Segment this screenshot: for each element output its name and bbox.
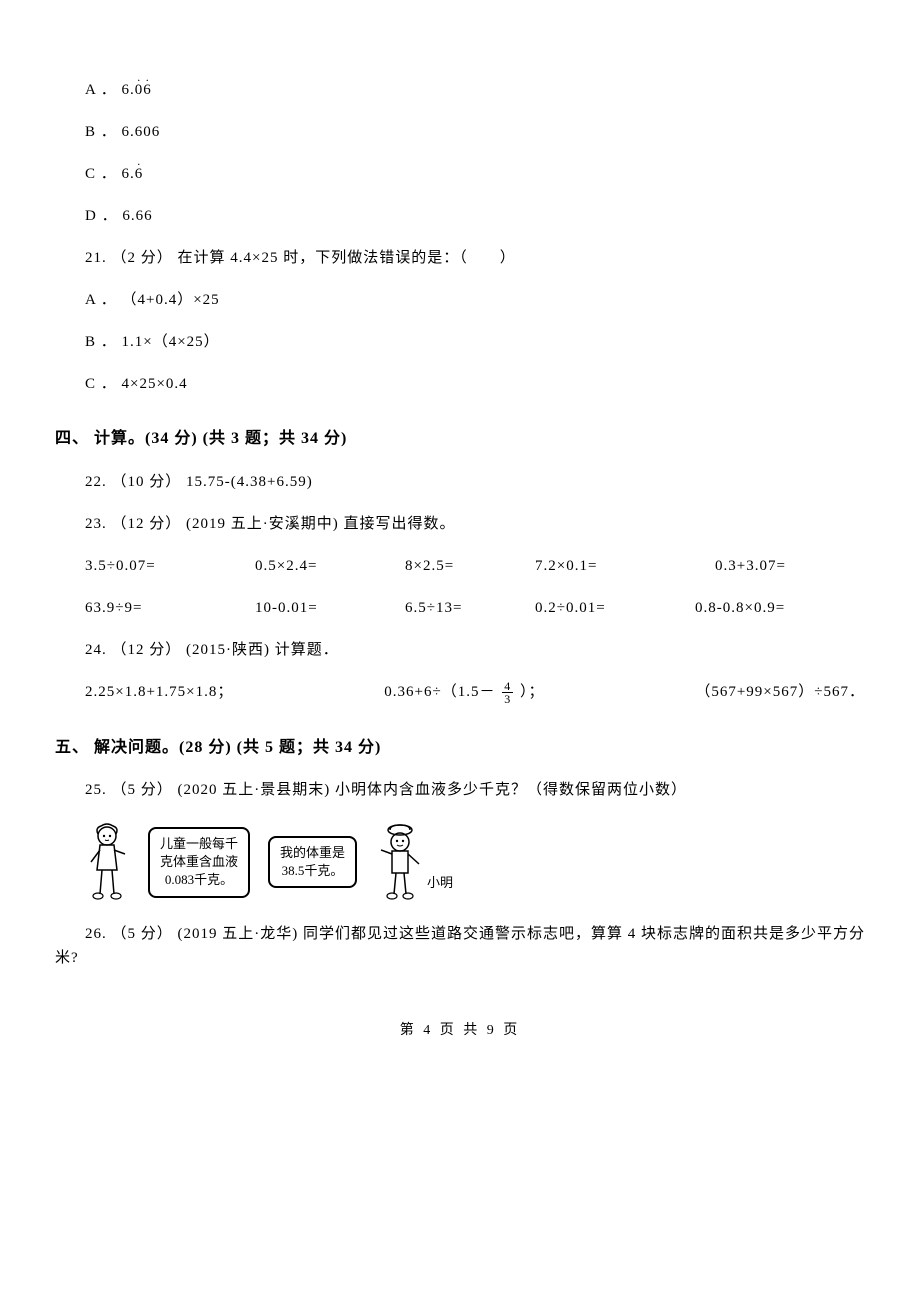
- question-23: 23. （12 分） (2019 五上·安溪期中) 直接写出得数。: [85, 512, 865, 536]
- calc-row-2: 63.9÷9= 10-0.01= 6.5÷13= 0.2÷0.01= 0.8-0…: [85, 596, 865, 620]
- speech-bubble-1: 儿童一般每千 克体重含血液 0.083千克。: [148, 827, 250, 898]
- calc-r1-c1: 3.5÷0.07=: [85, 554, 255, 578]
- question-26: 26. （5 分） (2019 五上·龙华) 同学们都见过这些道路交通警示标志吧…: [55, 922, 865, 970]
- boy-figure-icon: 小明: [375, 822, 425, 902]
- calc-r1-c5: 0.3+3.07=: [715, 554, 786, 578]
- section-4-title-text: 四、 计算。(34 分) (共 3 题；共 34 分): [55, 430, 347, 447]
- illustration-row: 儿童一般每千 克体重含血液 0.083千克。 我的体重是 38.5千克。 小明: [85, 822, 865, 902]
- speech1-line2: 克体重含血液: [160, 853, 238, 871]
- boy-label: 小明: [427, 873, 453, 894]
- calc-r3-c3: （567+99×567）÷567．: [695, 680, 865, 705]
- speech2-line2: 38.5千克。: [280, 862, 345, 880]
- option-b-text: B ． 6.606: [85, 124, 160, 140]
- question-26-text: 26. （5 分） (2019 五上·龙华) 同学们都见过这些道路交通警示标志吧…: [55, 926, 865, 966]
- question-21-text: 21. （2 分） 在计算 4.4×25 时，下列做法错误的是：（ ）: [85, 250, 516, 266]
- speech1-line3: 0.083千克。: [160, 871, 238, 889]
- question-24-text: 24. （12 分） (2015·陕西) 计算题．: [85, 642, 339, 658]
- calc-r1-c3: 8×2.5=: [405, 554, 535, 578]
- calc-r3-c2-post: ）；: [515, 684, 544, 700]
- calc-r2-c3: 6.5÷13=: [405, 596, 535, 620]
- calc-r2-c4: 0.2÷0.01=: [535, 596, 695, 620]
- frac-num: 4: [502, 680, 513, 693]
- question-23-text: 23. （12 分） (2019 五上·安溪期中) 直接写出得数。: [85, 516, 456, 532]
- speech2-line1: 我的体重是: [280, 844, 345, 862]
- calc-r3-c2: 0.36+6÷（1.5－ 43 ）；: [384, 680, 544, 705]
- section-4-title: 四、 计算。(34 分) (共 3 题；共 34 分): [55, 426, 865, 452]
- speech1-line1: 儿童一般每千: [160, 835, 238, 853]
- calc-r2-c1: 63.9÷9=: [85, 596, 255, 620]
- calc-r1-c4: 7.2×0.1=: [535, 554, 715, 578]
- calc-r1-c2: 0.5×2.4=: [255, 554, 405, 578]
- calc-r3-c2-pre: 0.36+6÷（1.5－: [384, 684, 500, 700]
- section-5-title-text: 五、 解决问题。(28 分) (共 5 题；共 34 分): [55, 739, 381, 756]
- calc-row-3: 2.25×1.8+1.75×1.8； 0.36+6÷（1.5－ 43 ）； （5…: [85, 680, 865, 705]
- question-22: 22. （10 分） 15.75-(4.38+6.59): [85, 470, 865, 494]
- calc-r2-c2: 10-0.01=: [255, 596, 405, 620]
- q21-option-c-text: C ． 4×25×0.4: [85, 376, 188, 392]
- question-21: 21. （2 分） 在计算 4.4×25 时，下列做法错误的是：（ ）: [85, 246, 865, 270]
- q21-option-a: A ． （4+0.4）×25: [85, 288, 865, 312]
- fraction-icon: 43: [502, 680, 513, 705]
- q21-option-a-text: A ． （4+0.4）×25: [85, 292, 220, 308]
- speech-bubble-2: 我的体重是 38.5千克。: [268, 836, 357, 888]
- option-a: A ． 6.06: [85, 78, 865, 102]
- option-c: C ． 6.6: [85, 162, 865, 186]
- question-22-text: 22. （10 分） 15.75-(4.38+6.59): [85, 474, 313, 490]
- page-number: 第 4 页 共 9 页: [400, 1023, 521, 1038]
- calc-r2-c5: 0.8-0.8×0.9=: [695, 596, 785, 620]
- page-footer: 第 4 页 共 9 页: [55, 1020, 865, 1042]
- option-c-text: C ． 6.6: [85, 166, 143, 182]
- girl-figure-icon: [85, 822, 130, 902]
- calc-row-1: 3.5÷0.07= 0.5×2.4= 8×2.5= 7.2×0.1= 0.3+3…: [85, 554, 865, 578]
- q21-option-b: B ． 1.1×（4×25）: [85, 330, 865, 354]
- option-d: D ． 6.66: [85, 204, 865, 228]
- question-25-text: 25. （5 分） (2020 五上·景县期末) 小明体内含血液多少千克？（得数…: [85, 782, 687, 798]
- calc-r3-c1: 2.25×1.8+1.75×1.8；: [85, 680, 233, 705]
- option-a-text: A ． 6.06: [85, 82, 152, 98]
- question-24: 24. （12 分） (2015·陕西) 计算题．: [85, 638, 865, 662]
- question-25: 25. （5 分） (2020 五上·景县期末) 小明体内含血液多少千克？（得数…: [85, 778, 865, 802]
- frac-den: 3: [502, 693, 513, 705]
- section-5-title: 五、 解决问题。(28 分) (共 5 题；共 34 分): [55, 735, 865, 761]
- q21-option-c: C ． 4×25×0.4: [85, 372, 865, 396]
- option-d-text: D ． 6.66: [85, 208, 153, 224]
- q21-option-b-text: B ． 1.1×（4×25）: [85, 334, 220, 350]
- option-b: B ． 6.606: [85, 120, 865, 144]
